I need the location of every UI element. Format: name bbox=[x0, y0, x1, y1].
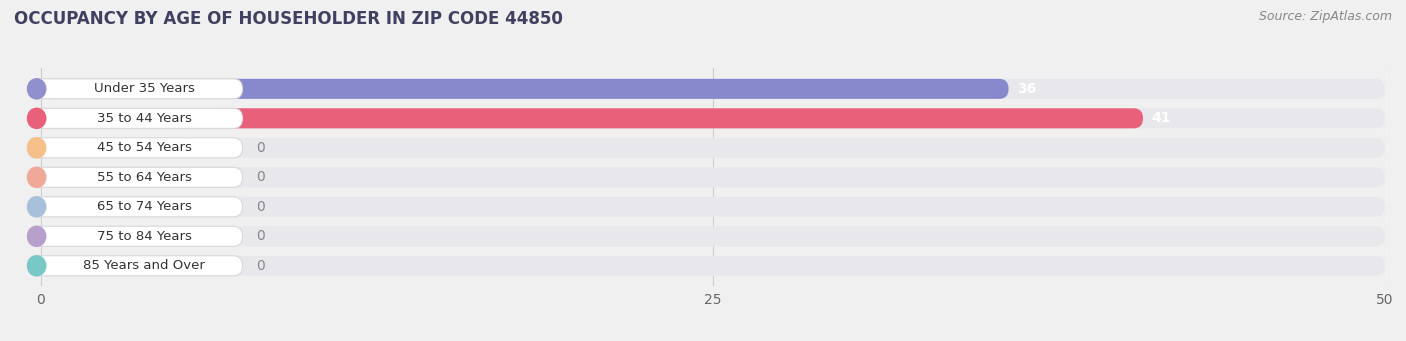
FancyBboxPatch shape bbox=[28, 226, 243, 246]
Text: 75 to 84 Years: 75 to 84 Years bbox=[97, 230, 191, 243]
Text: 85 Years and Over: 85 Years and Over bbox=[83, 259, 205, 272]
Text: 65 to 74 Years: 65 to 74 Years bbox=[97, 200, 191, 213]
Circle shape bbox=[28, 79, 46, 99]
Text: 55 to 64 Years: 55 to 64 Years bbox=[97, 171, 191, 184]
Text: 36: 36 bbox=[1017, 82, 1036, 96]
Text: OCCUPANCY BY AGE OF HOUSEHOLDER IN ZIP CODE 44850: OCCUPANCY BY AGE OF HOUSEHOLDER IN ZIP C… bbox=[14, 10, 562, 28]
Text: 45 to 54 Years: 45 to 54 Years bbox=[97, 141, 191, 154]
Circle shape bbox=[28, 197, 46, 217]
FancyBboxPatch shape bbox=[28, 256, 243, 276]
Circle shape bbox=[28, 226, 46, 246]
FancyBboxPatch shape bbox=[28, 138, 243, 158]
Text: 0: 0 bbox=[256, 200, 264, 214]
Text: Under 35 Years: Under 35 Years bbox=[94, 82, 194, 95]
FancyBboxPatch shape bbox=[28, 108, 243, 128]
Text: Source: ZipAtlas.com: Source: ZipAtlas.com bbox=[1258, 10, 1392, 23]
Text: 0: 0 bbox=[256, 229, 264, 243]
Circle shape bbox=[28, 256, 46, 276]
FancyBboxPatch shape bbox=[28, 108, 1385, 128]
FancyBboxPatch shape bbox=[28, 167, 1385, 187]
FancyBboxPatch shape bbox=[28, 197, 243, 217]
Text: 35 to 44 Years: 35 to 44 Years bbox=[97, 112, 191, 125]
FancyBboxPatch shape bbox=[28, 79, 243, 99]
Circle shape bbox=[28, 108, 46, 128]
FancyBboxPatch shape bbox=[28, 167, 243, 187]
FancyBboxPatch shape bbox=[28, 226, 1385, 246]
FancyBboxPatch shape bbox=[28, 138, 1385, 158]
Text: 0: 0 bbox=[256, 259, 264, 273]
Circle shape bbox=[28, 138, 46, 158]
FancyBboxPatch shape bbox=[28, 108, 1143, 128]
FancyBboxPatch shape bbox=[28, 197, 1385, 217]
Text: 41: 41 bbox=[1152, 111, 1171, 125]
FancyBboxPatch shape bbox=[28, 79, 1385, 99]
Text: 0: 0 bbox=[256, 170, 264, 184]
Circle shape bbox=[28, 167, 46, 187]
FancyBboxPatch shape bbox=[28, 79, 1008, 99]
FancyBboxPatch shape bbox=[28, 256, 1385, 276]
Text: 0: 0 bbox=[256, 141, 264, 155]
